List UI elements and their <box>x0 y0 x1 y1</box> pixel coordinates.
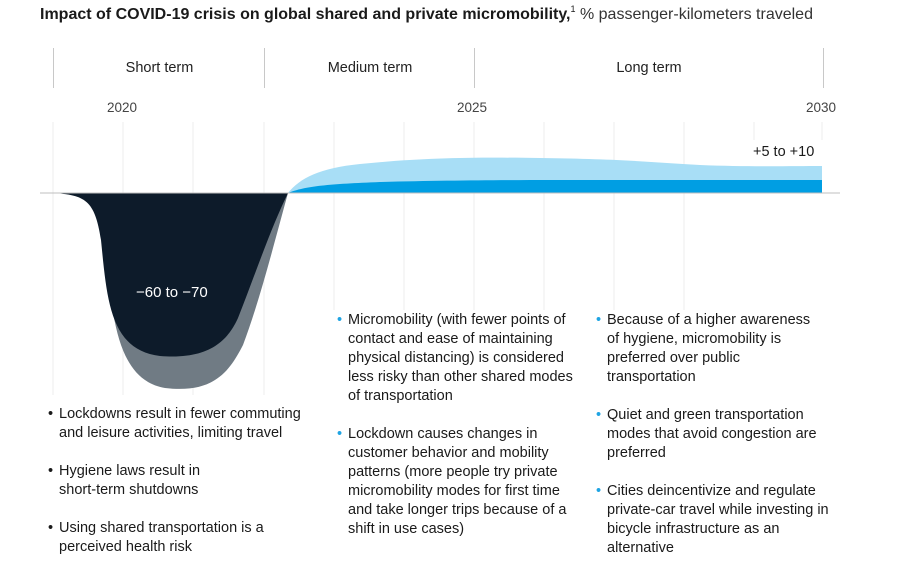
title-unit: % passenger-kilometers traveled <box>579 6 813 23</box>
list-item: Lockdowns result in fewer commuting and … <box>48 405 320 443</box>
title-main: Impact of COVID-19 crisis on global shar… <box>40 6 571 23</box>
positive-range-label: +5 to +10 <box>753 144 815 160</box>
positive-overall-area <box>288 180 822 193</box>
chart-title: Impact of COVID-19 crisis on global shar… <box>40 4 813 24</box>
year-label-2020: 2020 <box>106 100 138 115</box>
list-item: Cities deincentivize and regulate privat… <box>596 482 832 558</box>
long-term-bullets: Because of a higher awareness of hygiene… <box>596 311 829 577</box>
short-term-bullets: Lockdowns result in fewer commuting and … <box>48 405 320 576</box>
title-footnote: 1 <box>570 4 576 14</box>
list-item: Quiet and green transportation modes tha… <box>596 406 822 463</box>
phase-short-term: Short term <box>53 48 265 88</box>
phase-medium-term: Medium term <box>264 48 475 88</box>
negative-overall-area <box>53 193 288 357</box>
list-item: Micromobility (with fewer points of cont… <box>337 311 584 406</box>
list-item: Because of a higher awareness of hygiene… <box>596 311 822 387</box>
medium-term-bullets: Micromobility (with fewer points of cont… <box>337 311 584 558</box>
list-item: Lockdown causes changes in customer beha… <box>337 425 578 539</box>
list-item: Hygiene laws result in short-term shutdo… <box>48 462 229 500</box>
negative-range-label: −60 to −70 <box>136 284 208 301</box>
year-label-2030: 2030 <box>805 100 837 115</box>
year-label-2025: 2025 <box>456 100 488 115</box>
phase-long-term: Long term <box>474 48 824 88</box>
list-item: Using shared transportation is a perceiv… <box>48 519 289 557</box>
